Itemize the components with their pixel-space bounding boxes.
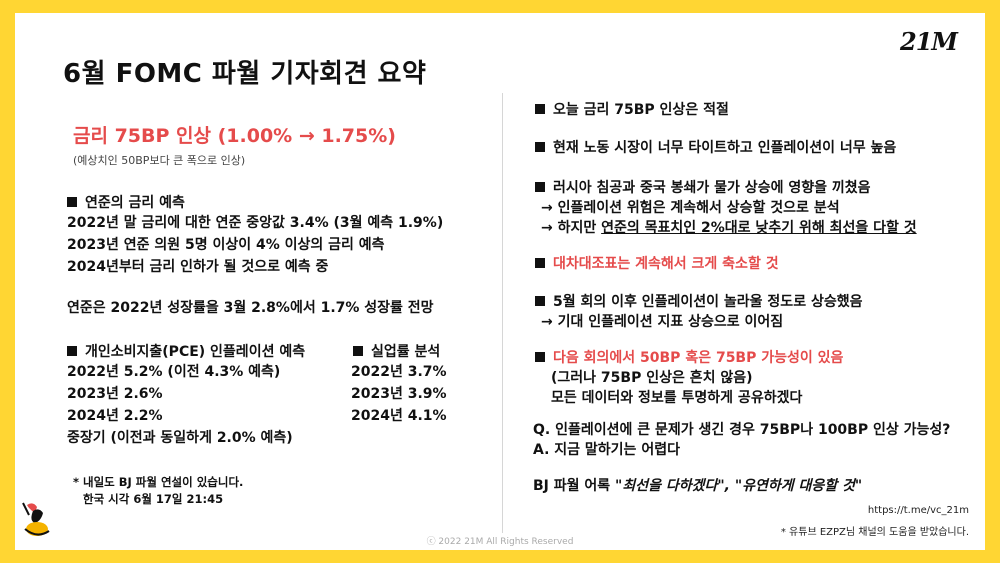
powell-quote: BJ 파월 어록 "최선을 다하겠다", "유연하게 대응할 것" bbox=[533, 478, 863, 494]
growth-forecast: 연준은 2022년 성장률을 3월 2.8%에서 1.7% 성장률 전망 bbox=[67, 300, 434, 316]
rate-hike-headline: 금리 75BP 인상 (1.00% → 1.75%) bbox=[73, 125, 396, 147]
credit-note: * 유튜브 EZPZ님 채널의 도움을 받았습니다. bbox=[780, 527, 969, 538]
pce-line: 2024년 2.2% bbox=[67, 408, 163, 424]
square-bullet-icon bbox=[535, 142, 545, 152]
square-bullet-icon bbox=[535, 104, 545, 114]
fed-forecast-heading: 연준의 금리 예측 bbox=[67, 192, 185, 214]
point-labor-market: 현재 노동 시장이 너무 타이트하고 인플레이션이 너무 높음 bbox=[535, 137, 896, 159]
pce-line: 2022년 5.2% (이전 4.3% 예측) bbox=[67, 364, 281, 380]
square-bullet-icon bbox=[535, 258, 545, 268]
square-bullet-icon bbox=[535, 182, 545, 192]
pce-heading: 개인소비지출(PCE) 인플레이션 예측 bbox=[67, 341, 305, 363]
square-bullet-icon bbox=[353, 346, 363, 356]
square-bullet-icon bbox=[67, 197, 77, 207]
unemployment-line: 2022년 3.7% bbox=[351, 364, 447, 380]
column-divider bbox=[502, 93, 503, 533]
point-next-meeting-sub: 모든 데이터와 정보를 투명하게 공유하겠다 bbox=[551, 390, 803, 406]
point-next-meeting-sub: (그러나 75BP 인상은 흔치 않음) bbox=[551, 370, 753, 386]
page-title: 6월 FOMC 파월 기자회견 요약 bbox=[63, 59, 427, 89]
footnote-line: * 내일도 BJ 파월 연설이 있습니다. bbox=[73, 475, 244, 489]
pce-line: 2023년 2.6% bbox=[67, 386, 163, 402]
square-bullet-icon bbox=[67, 346, 77, 356]
fed-forecast-line: 2024년부터 금리 인하가 될 것으로 예측 중 bbox=[67, 259, 329, 275]
brand-logo: 21M bbox=[900, 27, 958, 56]
square-bullet-icon bbox=[535, 352, 545, 362]
point-russia-china-sub: → 인플레이션 위험은 계속해서 상승할 것으로 분석 bbox=[541, 200, 840, 216]
footnote-line: 한국 시각 6월 17일 21:45 bbox=[83, 492, 224, 506]
question-line: Q. 인플레이션에 큰 문제가 생긴 경우 75BP나 100BP 인상 가능성… bbox=[533, 422, 951, 438]
rate-hike-subtext: (예상치인 50BP보다 큰 폭으로 인상) bbox=[73, 154, 246, 167]
square-bullet-icon bbox=[535, 296, 545, 306]
point-inflation-rise: 5월 회의 이후 인플레이션이 놀라울 정도로 상승했음 bbox=[535, 291, 862, 313]
pce-line: 중장기 (이전과 동일하게 2.0% 예측) bbox=[67, 430, 293, 446]
slide-card: 6월 FOMC 파월 기자회견 요약 21M 금리 75BP 인상 (1.00%… bbox=[15, 13, 985, 550]
unemployment-line: 2024년 4.1% bbox=[351, 408, 447, 424]
point-inflation-rise-sub: → 기대 인플레이션 지표 상승으로 이어짐 bbox=[541, 314, 784, 330]
point-balance-sheet: 대차대조표는 계속해서 크게 축소할 것 bbox=[535, 253, 779, 275]
underlined-emphasis: 연준의 목표치인 2%대로 낮추기 위해 최선을 다할 것 bbox=[601, 220, 917, 236]
answer-line: A. 지금 말하기는 어렵다 bbox=[533, 442, 680, 458]
point-russia-china: 러시아 침공과 중국 봉쇄가 물가 상승에 영향을 끼쳤음 bbox=[535, 177, 870, 199]
fed-forecast-line: 2023년 연준 의원 5명 이상이 4% 이상의 금리 예측 bbox=[67, 237, 385, 253]
fed-forecast-line: 2022년 말 금리에 대한 연준 중앙값 3.4% (3월 예측 1.9%) bbox=[67, 215, 444, 231]
telegram-link[interactable]: https://t.me/vc_21m bbox=[867, 505, 969, 516]
copyright: ⓒ 2022 21M All Rights Reserved bbox=[426, 537, 574, 547]
duck-mascot-icon bbox=[19, 499, 59, 545]
point-rate-appropriate: 오늘 금리 75BP 인상은 적절 bbox=[535, 99, 729, 121]
point-russia-china-sub: → 하지만 연준의 목표치인 2%대로 낮추기 위해 최선을 다할 것 bbox=[541, 220, 917, 236]
point-next-meeting: 다음 회의에서 50BP 혹은 75BP 가능성이 있음 bbox=[535, 347, 843, 369]
unemployment-line: 2023년 3.9% bbox=[351, 386, 447, 402]
unemployment-heading: 실업률 분석 bbox=[353, 341, 440, 363]
